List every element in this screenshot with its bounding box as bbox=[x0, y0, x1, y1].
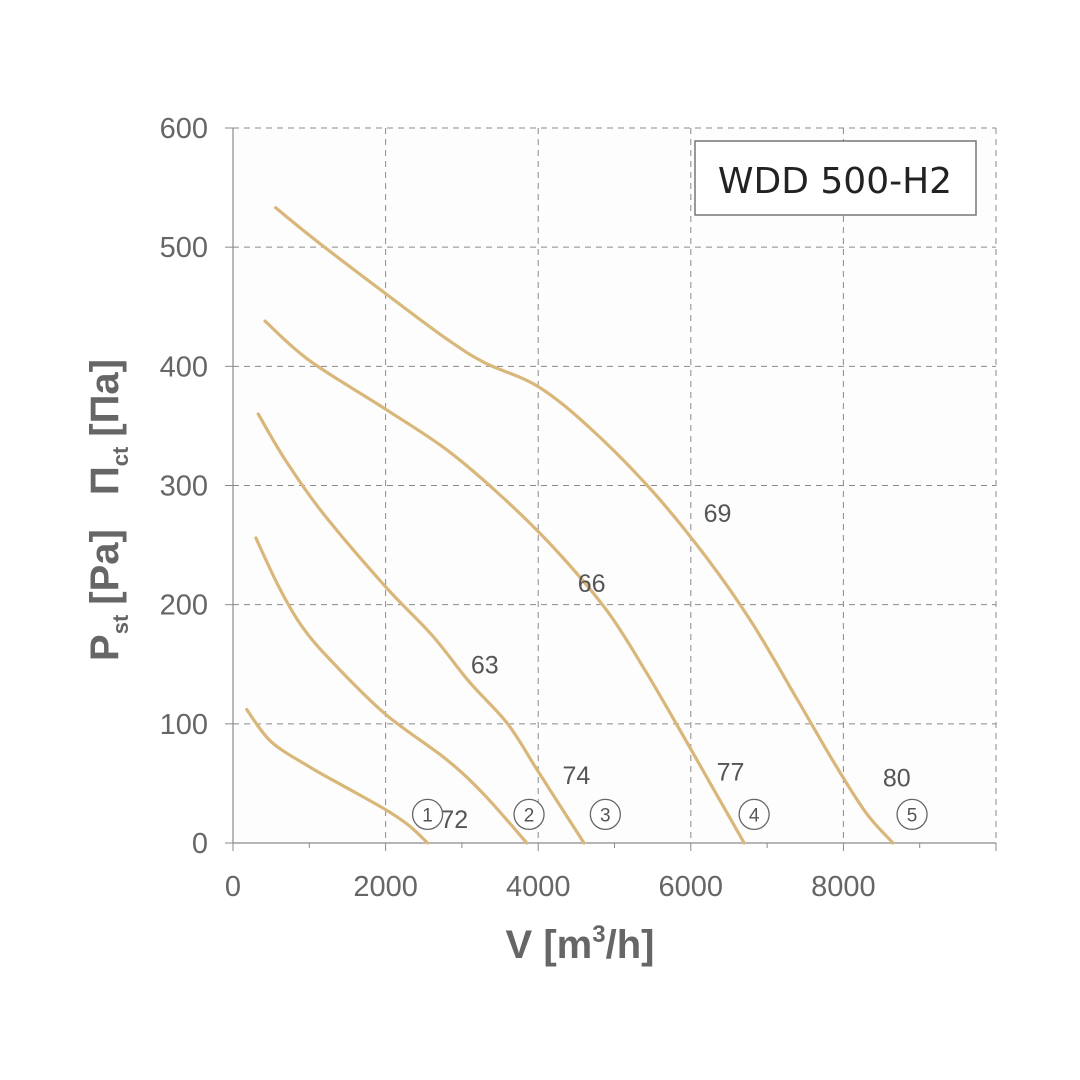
curve-markers: 1 2 3 4 5 bbox=[411, 798, 928, 831]
y-tick-label: 400 bbox=[160, 351, 208, 383]
model-box-frame bbox=[694, 140, 977, 216]
y-axis-title-pi: Π bbox=[83, 466, 127, 495]
y-tick-label: 200 bbox=[160, 590, 208, 622]
plot-area bbox=[233, 128, 996, 843]
curve-labels: 69 66 63 74 77 80 72 bbox=[440, 500, 910, 834]
curve-5 bbox=[274, 206, 895, 845]
y-axis-title-pi-sub: ct bbox=[108, 446, 133, 466]
y-axis-title-p: P bbox=[83, 634, 127, 661]
curve-marker: 4 bbox=[749, 805, 760, 826]
curve-1 bbox=[245, 707, 430, 845]
x-tick-label: 2000 bbox=[353, 871, 418, 903]
curve-marker-circle bbox=[896, 798, 928, 831]
curve-marker: 3 bbox=[600, 805, 611, 826]
x-tick-label: 4000 bbox=[506, 871, 571, 903]
curve-label: 63 bbox=[471, 651, 499, 679]
x-axis-title-sup: 3 bbox=[592, 921, 605, 948]
chart-title: WDD 500-H2 bbox=[718, 161, 952, 202]
curve-3 bbox=[256, 412, 586, 845]
x-axis-title-main: V [m bbox=[506, 923, 593, 967]
curve-marker: 2 bbox=[524, 805, 535, 826]
curve-marker-circle bbox=[738, 798, 770, 831]
axes: 0 2000 4000 6000 8000 0 100 200 300 400 500 600 bbox=[160, 113, 997, 903]
x-tick-label: 0 bbox=[225, 871, 241, 903]
curve-marker-circle bbox=[513, 798, 545, 831]
y-tick-label: 300 bbox=[160, 471, 208, 503]
y-axis-title-pi-unit: [Па] bbox=[83, 359, 127, 437]
curve-marker-circle bbox=[589, 798, 621, 831]
y-axis-title-p-unit: [Pa] bbox=[83, 529, 127, 605]
curve-4 bbox=[263, 319, 746, 845]
y-tick-label: 100 bbox=[160, 709, 208, 741]
curve-label: 74 bbox=[562, 762, 590, 790]
curve-marker: 5 bbox=[907, 805, 918, 826]
y-tick-label: 0 bbox=[192, 828, 208, 860]
curve-label: 66 bbox=[578, 570, 606, 598]
model-box: WDD 500-H2 bbox=[694, 140, 977, 216]
curve-marker: 1 bbox=[422, 805, 433, 826]
y-tick-label: 600 bbox=[160, 113, 208, 145]
curve-2 bbox=[254, 536, 529, 845]
curve-label: 80 bbox=[883, 764, 911, 792]
curve-label: 72 bbox=[440, 806, 468, 834]
y-tick-label: 500 bbox=[160, 232, 208, 264]
x-tick-label: 8000 bbox=[811, 871, 876, 903]
y-axis-title: Pst [Pa] Πct [Па] bbox=[83, 359, 133, 661]
curve-marker-circle bbox=[411, 798, 444, 831]
x-tick-label: 6000 bbox=[659, 871, 724, 903]
curves bbox=[245, 206, 895, 845]
x-axis-title-end: /h] bbox=[606, 923, 655, 967]
grid bbox=[233, 127, 997, 843]
x-axis-title: V [m3/h] bbox=[506, 921, 655, 967]
curve-label: 69 bbox=[704, 500, 732, 528]
y-axis-title-p-sub: st bbox=[108, 614, 133, 634]
curve-label: 77 bbox=[717, 759, 745, 787]
